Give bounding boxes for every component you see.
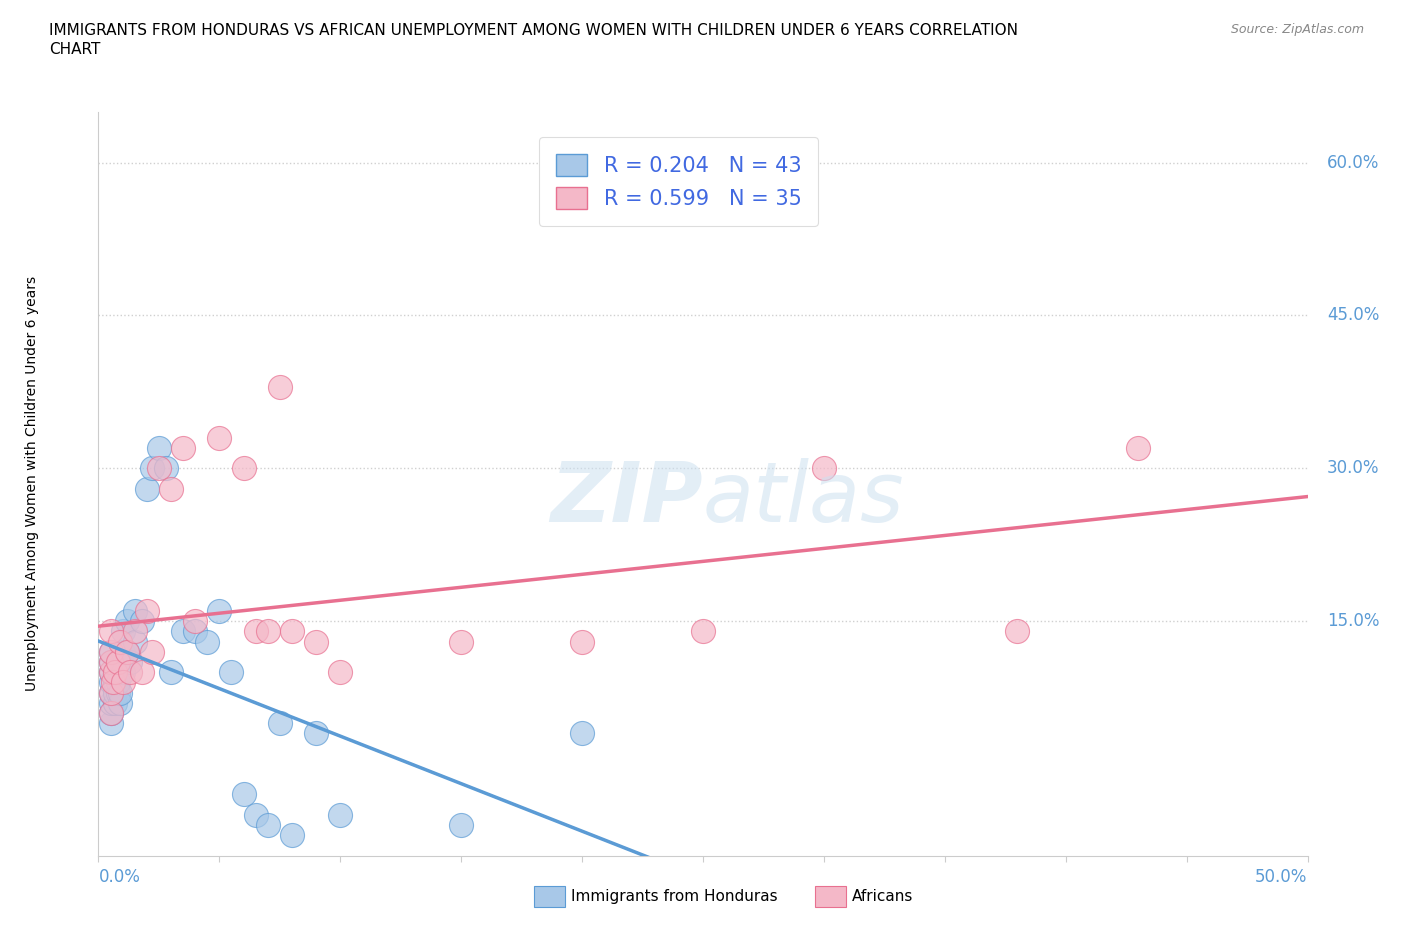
Point xyxy=(135,604,157,618)
Point xyxy=(148,441,170,456)
Point xyxy=(450,634,472,649)
Legend: R = 0.204   N = 43, R = 0.599   N = 35: R = 0.204 N = 43, R = 0.599 N = 35 xyxy=(540,137,818,226)
Point xyxy=(281,828,304,843)
Text: Africans: Africans xyxy=(852,889,914,904)
Point xyxy=(155,461,177,476)
Point xyxy=(232,787,254,802)
Text: IMMIGRANTS FROM HONDURAS VS AFRICAN UNEMPLOYMENT AMONG WOMEN WITH CHILDREN UNDER: IMMIGRANTS FROM HONDURAS VS AFRICAN UNEM… xyxy=(49,23,1018,38)
Point xyxy=(1007,624,1029,639)
Text: 0.0%: 0.0% xyxy=(98,868,141,886)
Point xyxy=(184,614,207,629)
Text: Unemployment Among Women with Children Under 6 years: Unemployment Among Women with Children U… xyxy=(25,276,39,691)
Point xyxy=(100,665,122,680)
Point xyxy=(100,716,122,731)
Point xyxy=(124,634,146,649)
Point xyxy=(117,644,139,659)
Point xyxy=(104,696,127,711)
Point xyxy=(256,624,278,639)
Point xyxy=(148,461,170,476)
Point xyxy=(208,431,231,445)
Point xyxy=(135,481,157,496)
Point xyxy=(118,655,141,670)
Point xyxy=(100,655,122,670)
Text: 45.0%: 45.0% xyxy=(1327,307,1379,325)
Text: 15.0%: 15.0% xyxy=(1327,612,1379,631)
Point xyxy=(813,461,835,476)
Point xyxy=(100,624,122,639)
Text: atlas: atlas xyxy=(703,458,904,539)
Point xyxy=(100,655,122,670)
Point xyxy=(108,696,131,711)
Text: Source: ZipAtlas.com: Source: ZipAtlas.com xyxy=(1230,23,1364,36)
Point xyxy=(100,706,122,721)
Point xyxy=(108,685,131,700)
Point xyxy=(571,725,593,740)
Point xyxy=(100,644,122,659)
Point xyxy=(245,624,267,639)
Point xyxy=(281,624,304,639)
Point xyxy=(100,685,122,700)
Point xyxy=(104,685,127,700)
Point xyxy=(269,716,291,731)
Point xyxy=(172,624,194,639)
Text: 30.0%: 30.0% xyxy=(1327,459,1379,477)
Text: CHART: CHART xyxy=(49,42,101,57)
Point xyxy=(256,817,278,832)
Point xyxy=(450,817,472,832)
Point xyxy=(117,614,139,629)
Point xyxy=(111,665,134,680)
Point xyxy=(100,696,122,711)
Point xyxy=(107,675,129,690)
Point xyxy=(305,725,328,740)
Text: ZIP: ZIP xyxy=(550,458,703,539)
Point xyxy=(160,481,183,496)
Point xyxy=(245,807,267,822)
Point xyxy=(172,441,194,456)
Point xyxy=(141,461,163,476)
Point xyxy=(269,379,291,394)
Point xyxy=(571,634,593,649)
Point xyxy=(692,624,714,639)
Point xyxy=(111,644,134,659)
Point xyxy=(232,461,254,476)
Point xyxy=(124,604,146,618)
Point xyxy=(111,624,134,639)
Point xyxy=(100,665,122,680)
Point xyxy=(104,675,127,690)
Point xyxy=(118,665,141,680)
Point xyxy=(329,807,352,822)
Point xyxy=(107,685,129,700)
Point xyxy=(195,634,218,649)
Point xyxy=(101,675,124,690)
Point xyxy=(141,644,163,659)
Text: Immigrants from Honduras: Immigrants from Honduras xyxy=(571,889,778,904)
Point xyxy=(221,665,243,680)
Point xyxy=(329,665,352,680)
Point xyxy=(100,675,122,690)
Point xyxy=(108,634,131,649)
Point xyxy=(111,675,134,690)
Point xyxy=(305,634,328,649)
Point xyxy=(100,685,122,700)
Point xyxy=(160,665,183,680)
Point xyxy=(208,604,231,618)
Text: 50.0%: 50.0% xyxy=(1256,868,1308,886)
Point xyxy=(107,655,129,670)
Point xyxy=(100,706,122,721)
Point xyxy=(104,665,127,680)
Point xyxy=(117,644,139,659)
Point xyxy=(124,624,146,639)
Text: 60.0%: 60.0% xyxy=(1327,153,1379,171)
Point xyxy=(131,665,153,680)
Point xyxy=(100,644,122,659)
Point xyxy=(131,614,153,629)
Point xyxy=(1128,441,1150,456)
Point xyxy=(184,624,207,639)
